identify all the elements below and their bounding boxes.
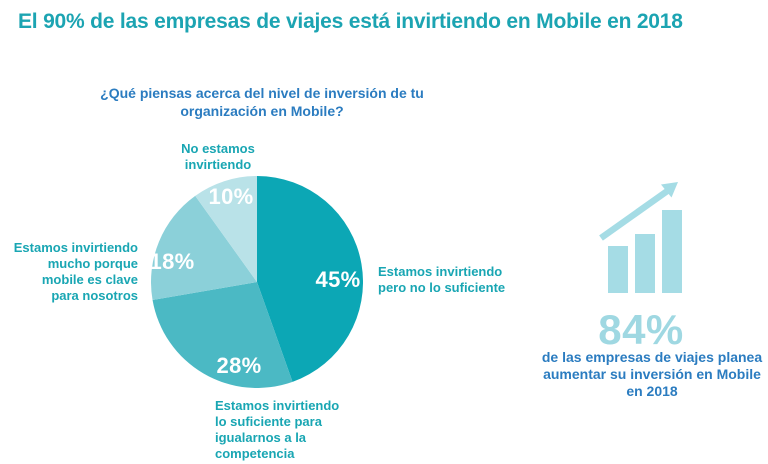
pie-category-label-not-investing: No estamos invirtiendo [181,141,255,172]
pie-category-label-investing-not-enough: Estamos invirtiendo pero no lo suficient… [378,264,506,295]
arrow-shaft [599,187,670,241]
page-title: El 90% de las empresas de viajes está in… [18,10,683,33]
pie-data-label-10: 10% [208,184,254,209]
stat-description: de las empresas de viajes planea aumenta… [541,349,763,400]
growth-bars-arrow-icon [599,182,682,293]
pie-category-label-investing-a-lot: Estamos invirtiendo mucho porque mobile … [13,240,138,303]
pie-data-label-18: 18% [149,249,195,274]
pie-category-label-investing-to-match-competition: Estamos invirtiendo lo suficiente para i… [215,398,340,461]
stat-value: 84% [598,306,684,353]
bar-1 [608,246,628,293]
pie-slice-3 [195,176,257,282]
chart-question: ¿Qué piensas acerca del nivel de inversi… [100,85,424,119]
bar-3 [662,210,682,293]
bar-2 [635,234,655,293]
pie-slice-0 [257,176,363,382]
pie-chart-svg [151,176,363,388]
pie-chart [151,176,363,388]
pie-slice-1 [152,282,293,388]
pie-data-label-28: 28% [216,353,262,378]
pie-data-label-45: 45% [315,267,361,292]
arrow-head [661,182,678,198]
pie-slice-2 [151,195,257,301]
